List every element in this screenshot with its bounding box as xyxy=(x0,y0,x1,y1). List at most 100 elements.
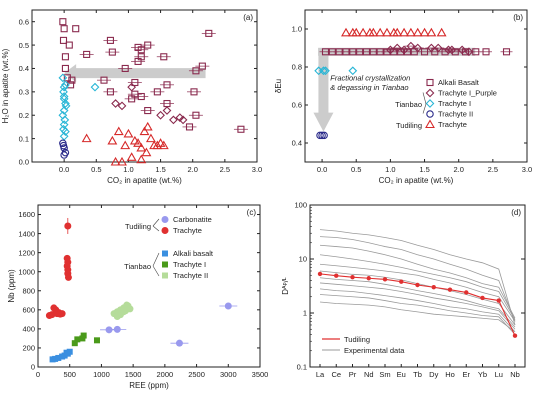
x-tick-label: 0.0 xyxy=(59,165,69,174)
series-alkali_basalt xyxy=(59,18,248,133)
x-axis-label: REE (ppm) xyxy=(129,381,169,390)
data-point xyxy=(152,140,163,150)
data-point xyxy=(58,73,68,83)
data-point xyxy=(192,111,200,119)
data-point xyxy=(318,131,326,140)
annotation-text: Fractional crystallization xyxy=(330,73,410,82)
y-axis-label: Dᴬᵖ/ᴸ xyxy=(281,277,290,295)
y-tick-label: 1200 xyxy=(18,248,35,257)
x-tick-label: 2.5 xyxy=(488,165,498,174)
legend-entry: Trachyte xyxy=(438,120,467,129)
x-tick-label: Dy xyxy=(429,370,438,379)
data-point xyxy=(107,135,118,145)
data-point xyxy=(447,45,457,55)
x-tick-label: Sm xyxy=(379,370,390,379)
data-point xyxy=(59,120,69,129)
data-point xyxy=(358,27,369,37)
data-point xyxy=(160,53,168,61)
x-tick-label: 2500 xyxy=(188,370,205,379)
data-point xyxy=(136,154,147,164)
data-point xyxy=(133,138,144,147)
series-trachyte_purple xyxy=(111,82,188,125)
legend-marker xyxy=(425,88,435,98)
series-tudiling_trachyte xyxy=(341,27,447,37)
legend-group-label: Tianbao xyxy=(124,262,151,271)
legend-bracket xyxy=(422,92,427,114)
data-point xyxy=(419,27,430,37)
plot-frame xyxy=(37,204,261,368)
data-point xyxy=(319,66,328,76)
y-tick-label: 0 xyxy=(31,363,35,372)
y-tick-label: 100 xyxy=(294,201,307,210)
panel-label: (d) xyxy=(511,208,521,217)
data-point xyxy=(382,277,388,282)
data-point xyxy=(83,50,91,58)
data-point xyxy=(61,64,69,73)
y-tick-label: 1.0 xyxy=(292,25,302,34)
series-trachyte_I xyxy=(314,66,358,76)
y-axis-label: Nb (ppm) xyxy=(7,269,16,303)
data-point xyxy=(59,124,68,134)
data-point xyxy=(58,310,66,318)
data-point xyxy=(121,64,129,73)
data-point xyxy=(426,43,436,53)
data-point xyxy=(145,133,156,143)
data-point xyxy=(464,290,469,295)
data-point xyxy=(127,82,137,92)
x-tick-label: Tb xyxy=(413,370,422,379)
data-point xyxy=(137,46,145,54)
panel-label: (c) xyxy=(247,208,257,217)
data-point xyxy=(457,45,467,55)
y-tick-label: 0.5 xyxy=(19,41,29,50)
legend-marker xyxy=(425,119,435,129)
data-point xyxy=(317,271,323,277)
data-point xyxy=(68,76,76,84)
data-point xyxy=(59,18,67,26)
y-tick-label: 0.4 xyxy=(292,139,302,148)
y-tick-label: 0.2 xyxy=(19,111,29,120)
data-point xyxy=(137,92,145,101)
data-point xyxy=(368,27,379,37)
data-point xyxy=(120,140,131,150)
x-tick-label: 3.0 xyxy=(252,165,262,174)
series-trachyte_I xyxy=(58,73,100,141)
data-point xyxy=(482,48,490,56)
legend-entry: Alkali Basalt xyxy=(438,78,480,87)
series-nb_alkali xyxy=(49,348,73,363)
x-tick-label: 1.5 xyxy=(155,165,165,174)
series-carbonatite xyxy=(100,302,238,347)
legend-marker xyxy=(161,216,169,223)
data-point xyxy=(60,151,68,159)
data-point xyxy=(52,355,59,362)
legend-entry: Alkali basalt xyxy=(173,249,214,258)
data-point xyxy=(64,273,72,281)
y-tick-label: 800 xyxy=(22,286,35,295)
y-tick-label: 0.6 xyxy=(292,101,302,110)
data-point xyxy=(122,307,130,315)
series-tudiling_trachyte xyxy=(81,121,169,166)
data-point xyxy=(131,78,139,87)
y-tick-label: 200 xyxy=(22,344,35,353)
data-point xyxy=(444,45,453,55)
data-point xyxy=(502,48,511,56)
data-point xyxy=(117,156,127,166)
data-point xyxy=(169,115,178,125)
x-tick-label: Yb xyxy=(478,370,487,379)
y-tick-label: 1400 xyxy=(18,229,35,238)
x-tick-label: 3.0 xyxy=(522,165,532,174)
data-point xyxy=(158,140,169,150)
data-point xyxy=(156,110,165,120)
legend-marker xyxy=(162,250,168,257)
series-experimental-line xyxy=(319,263,516,322)
data-point xyxy=(162,106,172,115)
series-tudiling_trachyte xyxy=(45,217,72,320)
data-point xyxy=(123,128,134,138)
data-point xyxy=(137,53,145,61)
data-point xyxy=(64,222,72,230)
legend-marker xyxy=(162,261,168,268)
data-point xyxy=(192,67,200,75)
legend-entry: Trachyte I xyxy=(438,99,471,108)
data-point xyxy=(413,43,423,53)
data-point xyxy=(406,41,416,51)
series-trachyte_II xyxy=(59,139,70,159)
